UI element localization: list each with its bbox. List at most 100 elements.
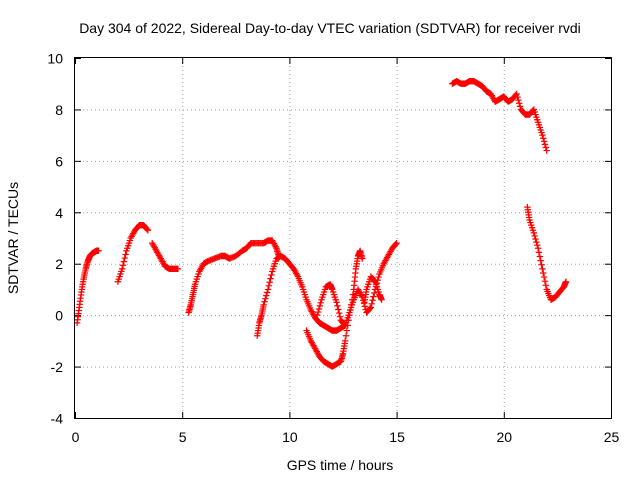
data-point: [537, 257, 544, 264]
data-point: [334, 302, 341, 310]
series-arc-10: [524, 203, 570, 303]
data-point: [143, 226, 151, 233]
data-point: [264, 286, 272, 293]
data-point: [122, 251, 129, 258]
data-point: [541, 141, 549, 148]
y-tick-label: 6: [55, 153, 63, 169]
x-tick-label: 5: [179, 429, 187, 445]
data-point: [371, 277, 378, 284]
y-tick-label: -4: [51, 411, 64, 427]
data-point: [543, 147, 550, 154]
data-point: [314, 311, 321, 319]
data-point: [532, 235, 539, 243]
data-point: [534, 242, 541, 249]
data-point: [514, 93, 521, 101]
y-tick-label: -2: [51, 359, 64, 375]
data-point: [118, 265, 126, 273]
data-point: [260, 301, 267, 309]
y-tick-label: 2: [55, 256, 63, 272]
data-point: [530, 229, 538, 237]
series-arc-1: [73, 247, 102, 327]
y-tick-label: 0: [55, 308, 63, 324]
data-point: [120, 258, 128, 265]
data-point: [263, 292, 270, 299]
data-point: [562, 278, 570, 285]
x-tick-label: 20: [497, 429, 513, 445]
data-point: [336, 313, 344, 320]
marks-layer: [73, 77, 570, 370]
plot-frame: [74, 57, 612, 419]
data-point: [121, 254, 128, 262]
data-point: [335, 309, 343, 317]
data-point: [265, 282, 273, 290]
data-point: [541, 278, 549, 285]
data-point: [317, 299, 324, 306]
data-point: [144, 227, 152, 234]
data-point: [343, 327, 351, 334]
data-point: [515, 96, 522, 104]
data-point: [263, 289, 271, 296]
data-point: [335, 306, 342, 313]
data-point: [314, 308, 322, 316]
data-point: [540, 273, 548, 281]
data-point: [516, 100, 523, 107]
x-axis-label: GPS time / hours: [287, 457, 394, 473]
series-arc-8: [361, 273, 385, 306]
chart-title: Day 304 of 2022, Sidereal Day-to-day VTE…: [79, 20, 581, 36]
data-point: [333, 299, 340, 306]
series-arc-5: [254, 252, 349, 339]
data-point: [542, 282, 550, 289]
data-point: [540, 135, 547, 142]
data-point: [341, 337, 349, 345]
data-point: [533, 238, 540, 246]
data-point: [371, 289, 378, 297]
data-point: [315, 305, 323, 313]
data-point: [368, 300, 375, 308]
series-arc-3: [148, 239, 182, 273]
data-point: [540, 269, 547, 277]
data-point: [531, 232, 538, 240]
grid-layer: [75, 58, 611, 418]
data-point: [266, 279, 273, 286]
data-point: [95, 247, 102, 255]
data-point: [539, 131, 546, 139]
y-tick-label: 10: [47, 51, 63, 67]
series-arc-6: [303, 247, 366, 370]
data-point: [393, 239, 400, 247]
data-point: [174, 265, 182, 273]
series-arc-4: [185, 237, 282, 316]
series-arc-9: [449, 77, 550, 154]
x-tick-label: 0: [72, 429, 80, 445]
x-tick-label: 10: [282, 429, 298, 445]
data-point: [538, 261, 545, 268]
data-point: [539, 265, 546, 273]
data-point: [375, 273, 382, 281]
data-point: [536, 253, 544, 260]
data-point: [370, 293, 377, 300]
data-point: [367, 304, 375, 311]
data-point: [540, 138, 548, 145]
data-point: [378, 296, 385, 303]
y-tick-label: 8: [55, 102, 63, 118]
data-point: [392, 240, 399, 248]
y-axis-label: SDTVAR / TECUs: [5, 182, 21, 294]
data-point: [359, 255, 366, 262]
data-point: [513, 90, 520, 98]
data-point: [119, 262, 127, 269]
data-point: [369, 297, 376, 304]
y-tick-label: 4: [55, 205, 63, 221]
x-tick-label: 25: [604, 429, 620, 445]
data-point: [261, 298, 268, 305]
data-point: [262, 295, 269, 302]
data-point: [366, 305, 374, 312]
x-tick-label: 15: [389, 429, 405, 445]
data-point: [516, 103, 524, 110]
series-arc-7: [314, 239, 400, 329]
data-point: [267, 275, 274, 282]
series-arc-2: [114, 221, 152, 285]
data-point: [268, 271, 275, 279]
data-point: [542, 144, 550, 151]
data-point: [535, 249, 543, 256]
